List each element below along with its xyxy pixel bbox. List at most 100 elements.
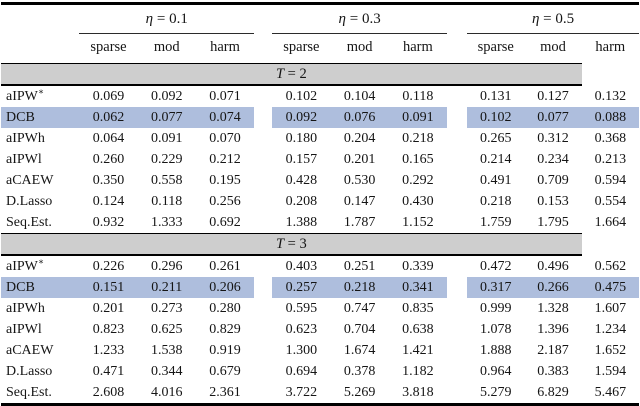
data-cell: 0.638 [402,322,434,337]
data-cell: 0.147 [343,194,376,209]
data-cell: 0.919 [209,343,241,358]
column-gap [65,4,79,34]
data-cell: 0.428 [285,173,318,188]
group-header-var: η [531,11,540,27]
column-gap [447,298,467,319]
table-row: D.Lasso 0.124 0.118 0.256 0.208 0.147 0.430 0.2… [1,191,639,212]
column-gap [65,107,80,128]
section-title-var: T [275,236,285,252]
column-gap [447,4,467,34]
section-title-value: = 2 [284,66,307,82]
column-gap [254,4,272,34]
data-cell: 0.118 [402,89,434,104]
column-gap [254,340,272,361]
data-cell: 0.835 [402,301,434,316]
data-cell: 1.795 [537,215,569,230]
column-header-row: sparse mod harm sparse mod harm sparse m… [1,34,639,64]
data-cell: 0.234 [537,152,569,167]
data-cell: 0.623 [285,322,318,337]
group-header-row: η = 0.1 η = 0.3 η = 0.5 [1,3,639,34]
data-cell: 0.127 [537,89,569,104]
section-title: T = 3 [1,233,582,256]
data-cell: 1.421 [402,343,434,358]
column-header: sparse [477,39,514,55]
data-cell: 0.218 [330,277,389,298]
data-cell: 2.608 [92,385,125,400]
data-cell: 0.229 [151,152,183,167]
row-label: D.Lasso [6,194,53,209]
column-gap [254,149,272,170]
row-label: D.Lasso [6,364,53,379]
data-cell: 0.312 [537,131,569,146]
data-cell: 1.182 [402,364,434,379]
data-cell: 2.361 [209,385,241,400]
data-cell: 0.076 [330,107,389,128]
data-cell: 0.964 [480,364,512,379]
column-gap [447,319,467,340]
data-cell: 1.152 [402,215,434,230]
data-cell: 0.273 [151,301,183,316]
row-label-superscript: ∗ [37,256,45,267]
data-cell: 0.151 [79,277,138,298]
data-cell: 0.195 [209,173,241,188]
table-row: DCB 0.151 0.211 0.206 0.257 0.218 0.341 0.317 0.… [1,277,639,298]
row-label: aIPW∗ [6,256,45,274]
column-header: sparse [283,39,320,55]
row-label: DCB [1,277,66,298]
column-gap [65,128,79,149]
data-cell: 0.064 [92,131,125,146]
group-header-value: = 0.1 [156,11,188,27]
data-cell: 0.266 [524,277,582,298]
column-gap [254,277,273,298]
table-row: aIPWl 0.260 0.229 0.212 0.157 0.201 0.165 0.214… [1,149,639,170]
row-label: DCB [1,107,66,128]
data-cell: 0.260 [92,152,125,167]
row-label: aIPWh [6,301,45,316]
data-cell: 0.118 [151,194,183,209]
data-cell: 0.554 [594,194,627,209]
group-header-value: = 0.5 [543,11,575,27]
column-gap [447,85,467,107]
table-row: aIPWh 0.201 0.273 0.280 0.595 0.747 0.835 0.999… [1,298,639,319]
table-row: aIPWh 0.064 0.091 0.070 0.180 0.204 0.218 0.265… [1,128,639,149]
column-gap [65,319,79,340]
group-header-var: η [338,11,346,27]
data-cell: 1.396 [537,322,569,337]
data-cell: 1.607 [594,301,627,316]
row-label: Seq.Est. [6,215,52,230]
data-cell: 0.595 [285,301,318,316]
table-row: Seq.Est. 0.932 1.333 0.692 1.388 1.787 1.152 1.… [1,212,639,234]
data-cell: 0.265 [480,131,512,146]
data-cell: 0.344 [151,364,183,379]
data-cell: 1.388 [285,215,318,230]
table-body: T = 2 aIPW∗ 0.069 0.092 0.071 0.102 0.104 0.118… [1,63,639,405]
data-cell: 0.218 [402,131,434,146]
column-header: mod [540,39,566,55]
table-row: aIPWl 0.823 0.625 0.829 0.623 0.704 0.638 1.078… [1,319,639,340]
row-label: aCAEW [6,343,54,358]
data-cell: 0.999 [480,301,512,316]
data-cell: 0.257 [272,277,331,298]
data-cell: 0.679 [209,364,241,379]
row-label: aIPWl [6,152,42,167]
column-gap [447,191,467,212]
data-cell: 0.932 [92,215,125,230]
data-cell: 0.088 [581,107,639,128]
data-cell: 1.300 [285,343,318,358]
column-gap [65,149,79,170]
data-cell: 0.594 [594,173,627,188]
column-gap [65,34,79,64]
column-gap [65,85,79,107]
data-cell: 0.071 [209,89,241,104]
column-gap [447,212,467,234]
column-header: harm [595,39,626,56]
data-cell: 0.180 [285,131,318,146]
table-row: D.Lasso 0.471 0.344 0.679 0.694 0.378 1.182 0.9… [1,361,639,382]
section-title: T = 2 [1,63,582,86]
column-gap [447,277,468,298]
data-cell: 0.214 [480,152,512,167]
data-cell: 1.664 [594,215,627,231]
data-cell: 0.212 [209,152,241,167]
